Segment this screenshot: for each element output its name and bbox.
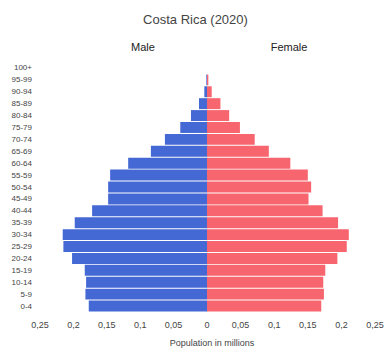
svg-text:0,2: 0,2 bbox=[67, 320, 80, 330]
svg-text:0,15: 0,15 bbox=[299, 320, 317, 330]
svg-text:55-59: 55-59 bbox=[12, 171, 33, 180]
svg-text:Population in millions: Population in millions bbox=[170, 338, 255, 348]
svg-text:75-79: 75-79 bbox=[12, 123, 33, 132]
svg-text:30-34: 30-34 bbox=[12, 230, 33, 239]
svg-text:0,25: 0,25 bbox=[366, 320, 384, 330]
svg-text:20-24: 20-24 bbox=[12, 254, 33, 263]
svg-text:0-4: 0-4 bbox=[20, 302, 32, 311]
svg-text:0,1: 0,1 bbox=[134, 320, 147, 330]
svg-text:Female: Female bbox=[271, 41, 308, 53]
svg-text:40-44: 40-44 bbox=[12, 206, 33, 215]
svg-text:15-19: 15-19 bbox=[12, 266, 33, 275]
svg-text:65-69: 65-69 bbox=[12, 147, 33, 156]
svg-text:100+: 100+ bbox=[14, 63, 32, 72]
svg-text:0,2: 0,2 bbox=[335, 320, 348, 330]
svg-text:85-89: 85-89 bbox=[12, 99, 33, 108]
svg-text:60-64: 60-64 bbox=[12, 159, 33, 168]
svg-text:50-54: 50-54 bbox=[12, 183, 33, 192]
svg-text:0,25: 0,25 bbox=[31, 320, 49, 330]
svg-text:0,05: 0,05 bbox=[232, 320, 250, 330]
svg-text:10-14: 10-14 bbox=[12, 278, 33, 287]
svg-text:95-99: 95-99 bbox=[12, 75, 33, 84]
svg-text:Costa Rica (2020): Costa Rica (2020) bbox=[143, 12, 248, 27]
svg-text:70-74: 70-74 bbox=[12, 135, 33, 144]
svg-text:35-39: 35-39 bbox=[12, 218, 33, 227]
svg-text:0,15: 0,15 bbox=[98, 320, 116, 330]
svg-text:80-84: 80-84 bbox=[12, 111, 33, 120]
svg-text:25-29: 25-29 bbox=[12, 242, 33, 251]
svg-text:5-9: 5-9 bbox=[20, 290, 32, 299]
svg-text:0,1: 0,1 bbox=[268, 320, 281, 330]
svg-text:0,05: 0,05 bbox=[165, 320, 183, 330]
svg-text:0: 0 bbox=[204, 320, 209, 330]
svg-text:45-49: 45-49 bbox=[12, 194, 33, 203]
svg-text:Male: Male bbox=[131, 41, 155, 53]
svg-text:90-94: 90-94 bbox=[12, 87, 33, 96]
